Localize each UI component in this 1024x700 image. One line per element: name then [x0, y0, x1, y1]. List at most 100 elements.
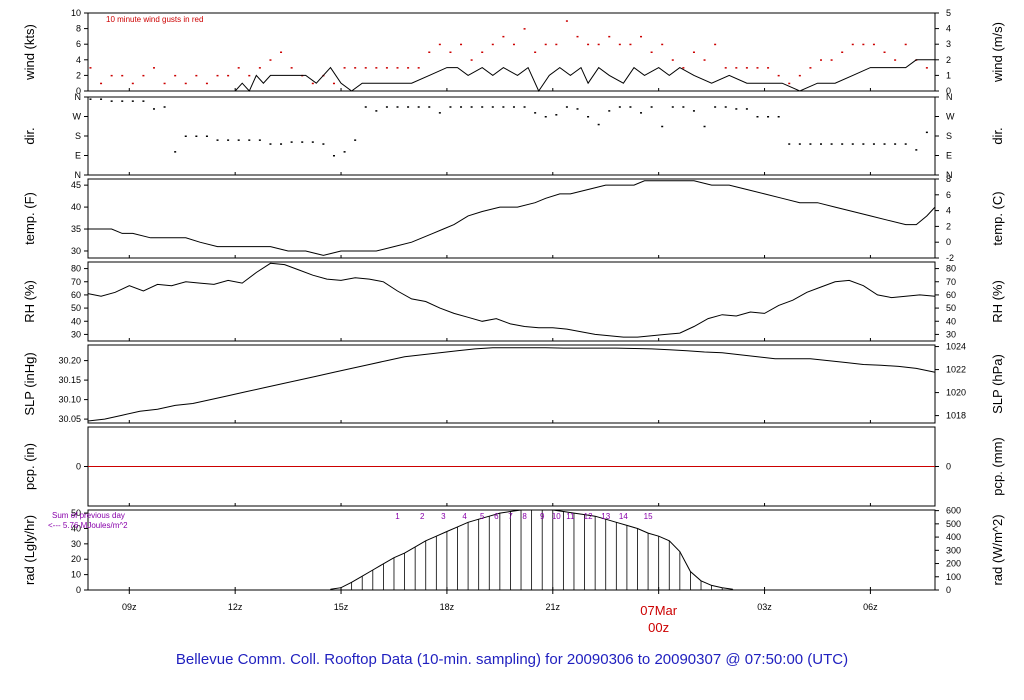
- temp-ylabel-right: temp. (C): [990, 191, 1005, 245]
- slp-ytick-label-right: 1018: [946, 411, 966, 421]
- slp-ytick-label-left: 30.10: [58, 395, 81, 405]
- rad-hour-label: 2: [420, 512, 425, 521]
- wind-gust-point: [396, 67, 399, 69]
- wind-gust-point: [777, 74, 780, 77]
- rh-ytick-label-right: 50: [946, 303, 956, 313]
- dir-point: [650, 106, 653, 108]
- dir-ytick-label-right: N: [946, 170, 953, 180]
- chart-title: Bellevue Comm. Coll. Rooftop Data (10-mi…: [175, 651, 849, 668]
- dir-ytick-label-left: W: [73, 112, 82, 122]
- pcp-ylabel-left: pcp. (in): [22, 443, 37, 490]
- slp-ytick-label-right: 1020: [946, 388, 966, 398]
- wind-gust-point: [809, 67, 812, 69]
- x-axis-tick-label: 06z: [863, 602, 878, 612]
- wind-gust-point: [481, 51, 484, 53]
- temp-ytick-label-right: 8: [946, 174, 951, 184]
- dir-point: [364, 106, 367, 108]
- dir-point: [184, 135, 187, 137]
- slp-line: [87, 347, 936, 422]
- wind-ytick-label-left: 10: [71, 8, 81, 18]
- dir-point: [608, 110, 611, 112]
- rad-ytick-label-right: 400: [946, 532, 961, 542]
- rad-ytick-label-right: 0: [946, 585, 951, 595]
- rad-hour-label: 5: [480, 512, 485, 521]
- dir-point: [332, 155, 335, 157]
- rh-ylabel-right: RH (%): [990, 280, 1005, 323]
- dir-ytick-label-right: N: [946, 92, 953, 102]
- wind-gust-point: [375, 67, 378, 69]
- dir-point: [152, 108, 155, 110]
- rad-note-line1: Sum of previous day: [52, 511, 125, 520]
- dir-point: [788, 143, 791, 145]
- dir-point: [280, 143, 283, 145]
- dir-point: [396, 106, 399, 108]
- wind-gust-point: [587, 43, 590, 46]
- dir-point: [714, 106, 717, 108]
- wind-ytick-label-left: 6: [76, 39, 81, 49]
- wind-gust-point: [597, 43, 600, 46]
- dir-point: [460, 106, 463, 108]
- wind-gust-point: [470, 59, 473, 61]
- rh-ytick-label-right: 60: [946, 290, 956, 300]
- rad-ytick-label-right: 300: [946, 545, 961, 555]
- wind-gust-point: [131, 82, 134, 85]
- temp-ytick-label-left: 35: [71, 224, 81, 234]
- wind-gust-point: [724, 67, 727, 69]
- pcp-ytick-label-right: 0: [946, 462, 951, 472]
- rad-line: [330, 509, 733, 590]
- temp-ytick-label-left: 45: [71, 180, 81, 190]
- rh-ytick-label-left: 50: [71, 303, 81, 313]
- rad-note-line2: <--- 5.76 MJoules/m^2: [48, 521, 128, 530]
- dir-point: [523, 106, 526, 108]
- pcp-ytick-label-left: 0: [76, 462, 81, 472]
- rad-ytick-label-right: 500: [946, 519, 961, 529]
- wind-panel-frame: [87, 12, 936, 92]
- wind-gust-point: [364, 67, 367, 69]
- dir-ylabel-left: dir.: [22, 127, 37, 144]
- dir-point: [745, 108, 748, 110]
- rh-line: [87, 262, 936, 338]
- slp-ytick-label-left: 30.15: [58, 375, 81, 385]
- wind-gust-point: [735, 67, 738, 69]
- rh-ylabel-left: RH (%): [22, 280, 37, 323]
- wind-gust-point: [925, 67, 928, 69]
- wind-gust-point: [798, 74, 801, 77]
- wind-gust-point: [820, 59, 823, 61]
- rh-ytick-label-right: 40: [946, 316, 956, 326]
- dir-point: [640, 112, 643, 114]
- wind-gust-point: [438, 43, 441, 46]
- rh-panel-frame: [87, 261, 936, 342]
- wind-ytick-label-right: 0: [946, 86, 951, 96]
- dir-point: [481, 106, 484, 108]
- wind-gust-point: [894, 59, 897, 61]
- dir-point: [841, 143, 844, 145]
- dir-point: [565, 106, 568, 108]
- temp-ytick-label-left: 30: [71, 246, 81, 256]
- wind-gust-point: [280, 51, 283, 53]
- wind-gust-point: [608, 35, 611, 38]
- wind-gust-point: [407, 67, 410, 69]
- wind-gust-point: [89, 67, 92, 69]
- dir-point: [407, 106, 410, 108]
- wind-gust-point: [110, 74, 113, 77]
- rad-ytick-label-left: 50: [71, 508, 81, 518]
- rh-ytick-label-right: 70: [946, 277, 956, 287]
- wind-gust-point: [692, 51, 695, 53]
- rad-hour-label: 15: [644, 512, 653, 521]
- dir-point: [449, 106, 452, 108]
- wind-ytick-label-left: 4: [76, 55, 81, 65]
- wind-gust-point: [512, 43, 515, 46]
- dir-point: [862, 143, 865, 145]
- slp-ylabel-left: SLP (inHg): [22, 352, 37, 415]
- wind-gust-point: [269, 59, 272, 61]
- wind-gust-point: [258, 67, 261, 69]
- x-axis-tick-label: 03z: [757, 602, 772, 612]
- temp-ytick-label-right: 0: [946, 237, 951, 247]
- dir-point: [470, 106, 473, 108]
- dir-point: [248, 139, 251, 141]
- wind-gust-point: [460, 43, 463, 46]
- temp-ytick-label-right: -2: [946, 253, 954, 263]
- wind-gust-point: [152, 67, 155, 69]
- wind-gust-point: [121, 74, 124, 77]
- rad-panel-frame: [87, 509, 936, 591]
